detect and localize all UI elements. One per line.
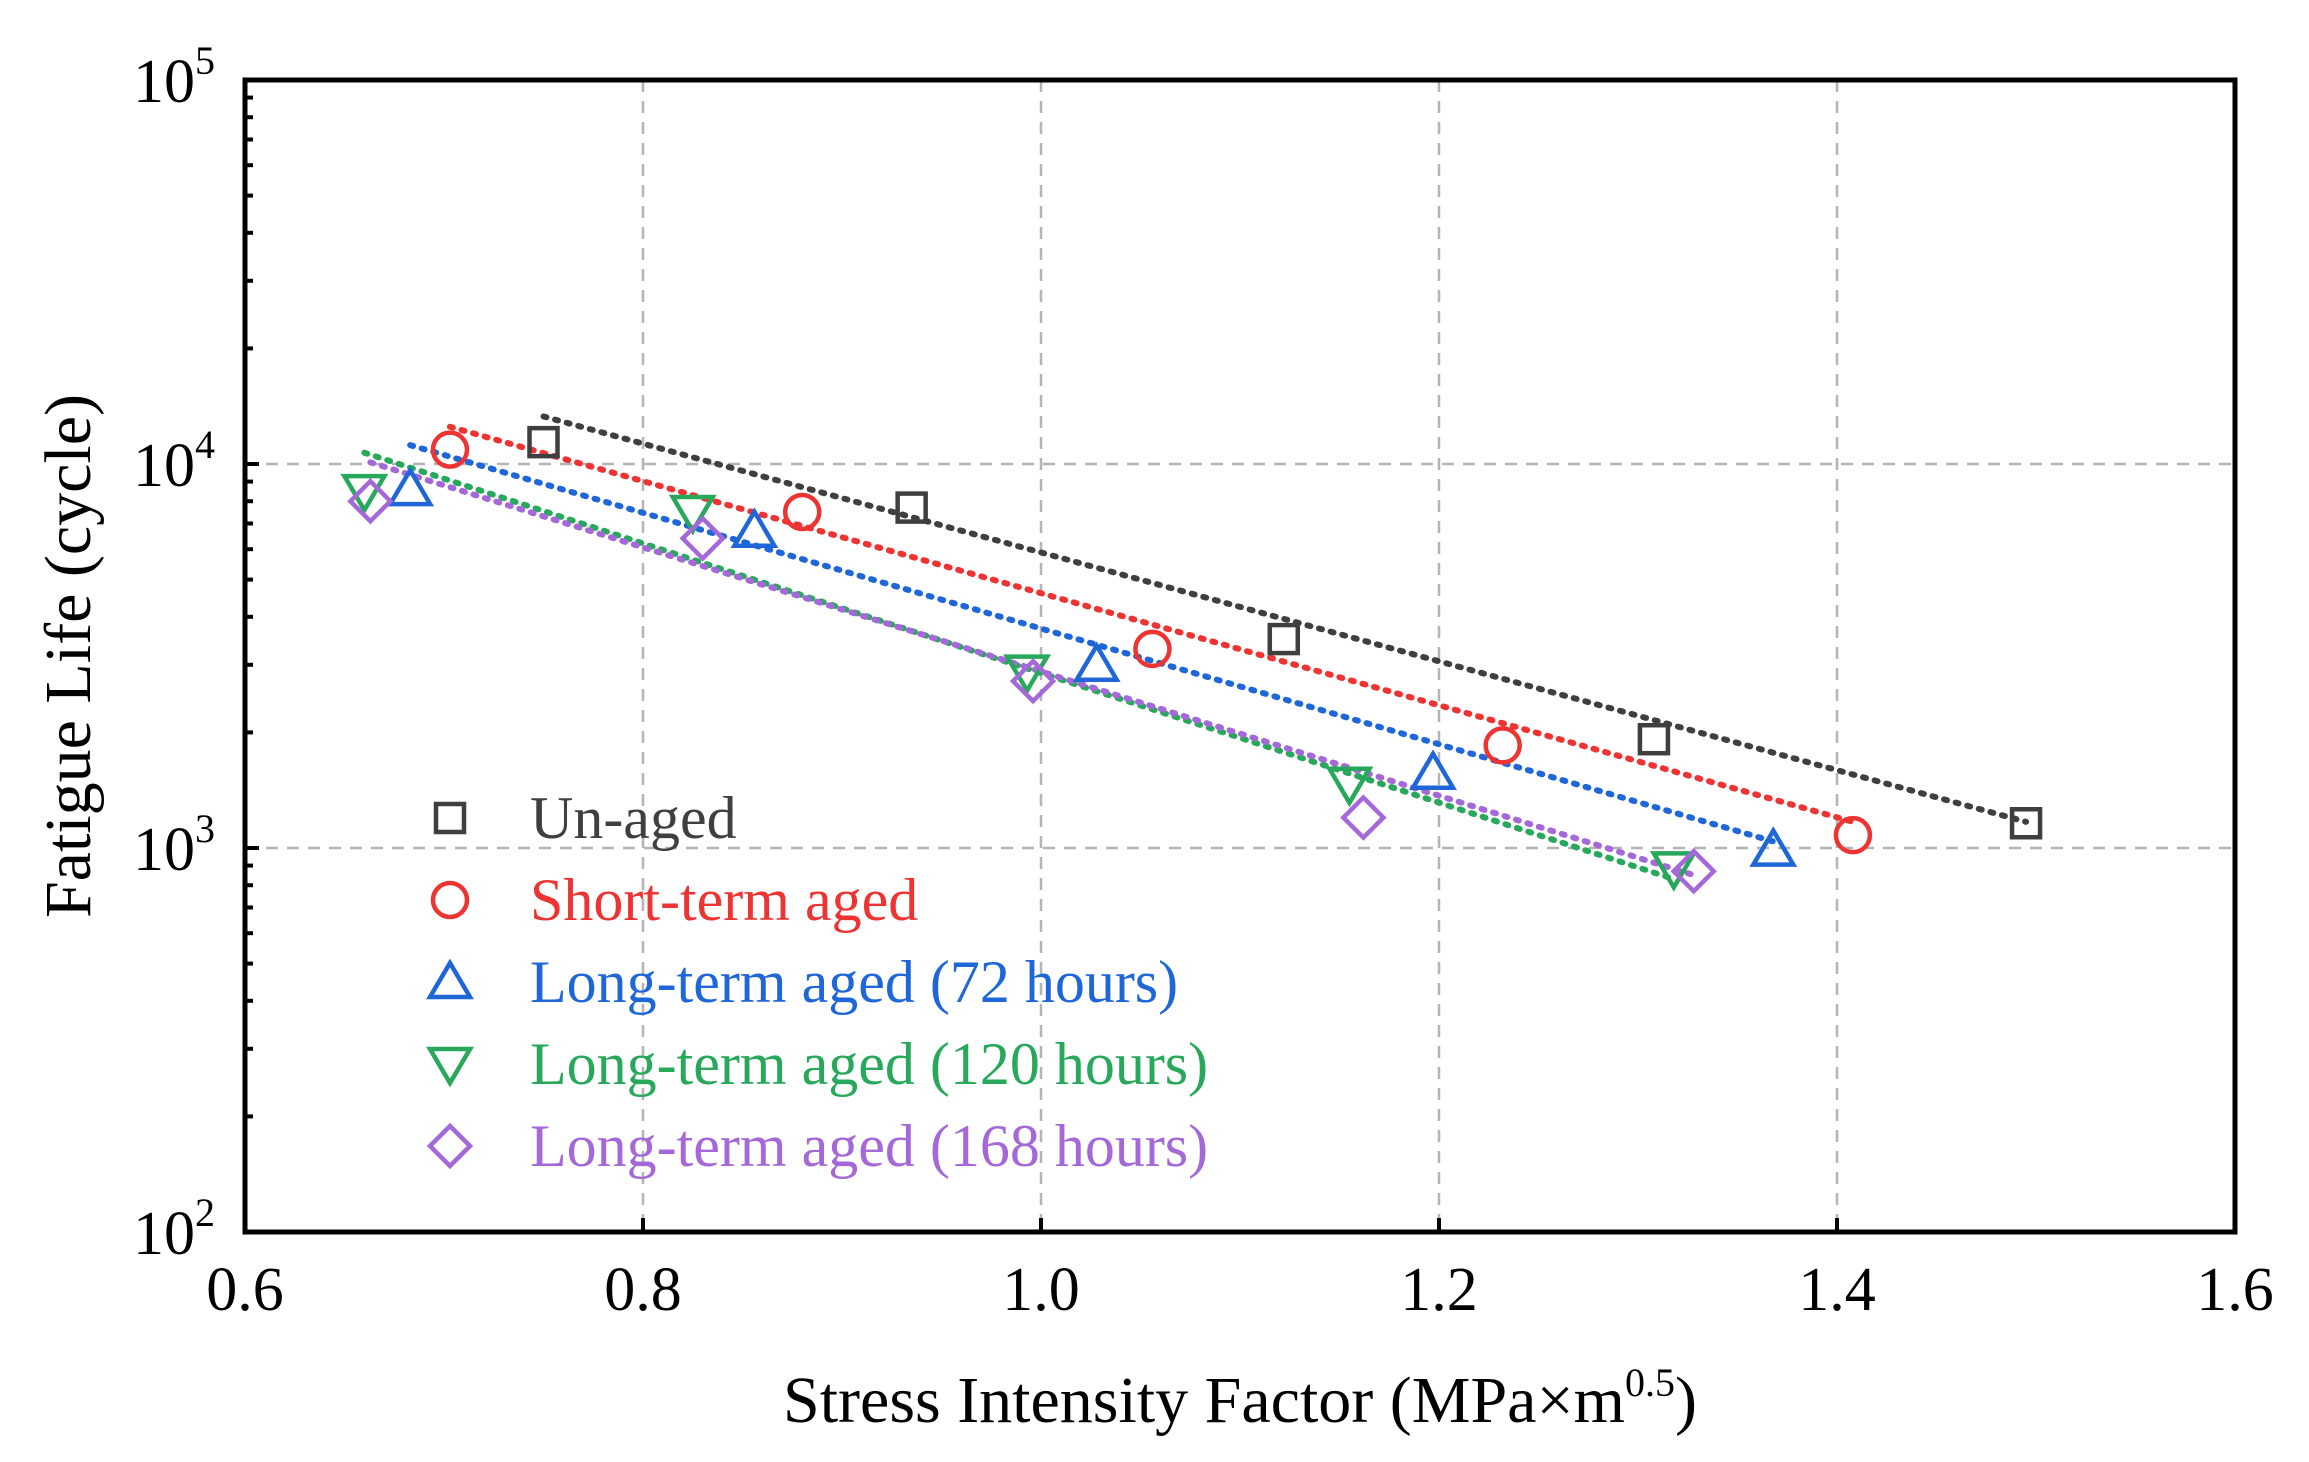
trend-lines xyxy=(361,413,2030,883)
y-tick-exponent: 5 xyxy=(195,38,215,83)
legend-label: Long-term aged (168 hours) xyxy=(530,1113,1208,1179)
trend-line-series-4 xyxy=(361,449,1677,883)
y-tick-label: 103 xyxy=(133,806,215,884)
y-tick-exponent: 4 xyxy=(195,422,215,467)
y-tick-label: 104 xyxy=(133,422,215,500)
y-tick-exponent: 2 xyxy=(195,1190,215,1235)
trend-line-series-3 xyxy=(407,442,1777,845)
data-point-series-2 xyxy=(1133,629,1172,669)
legend-label: Un-aged xyxy=(530,785,737,851)
trend-line-series-1 xyxy=(540,413,2030,825)
legend-label: Long-term aged (72 hours) xyxy=(530,949,1178,1015)
data-point-series-4 xyxy=(1649,851,1698,892)
data-point-series-5 xyxy=(347,478,394,525)
data-point-series-1 xyxy=(1637,722,1671,756)
y-tick-label: 102 xyxy=(133,1190,215,1268)
x-tick-label: 1.2 xyxy=(1400,1256,1478,1324)
data-markers xyxy=(340,425,2043,895)
data-point-series-2 xyxy=(1833,815,1873,855)
x-axis-label: Stress Intensity Factor (MPa×m0.5) xyxy=(783,1360,1697,1437)
plot-frame xyxy=(242,77,2238,1235)
y-tick-base: 10 xyxy=(133,1200,195,1268)
y-tick-label: 105 xyxy=(133,38,215,116)
data-point-series-5 xyxy=(1670,848,1717,895)
data-point-series-3 xyxy=(1749,826,1798,867)
x-tick-label: 0.8 xyxy=(604,1256,682,1324)
legend-marker-4 xyxy=(426,1046,474,1088)
data-point-series-2 xyxy=(782,492,822,532)
data-point-series-3 xyxy=(730,507,779,549)
x-tick-label: 1.0 xyxy=(1002,1256,1080,1324)
data-point-series-5 xyxy=(679,515,726,562)
data-point-series-1 xyxy=(2009,806,2043,840)
data-point-series-5 xyxy=(1009,657,1057,705)
data-point-series-3 xyxy=(1072,641,1121,683)
x-tick-label: 0.6 xyxy=(206,1256,284,1324)
y-tick-exponent: 3 xyxy=(195,806,215,851)
data-point-series-1 xyxy=(1267,622,1301,656)
legend-marker-5 xyxy=(426,1122,474,1170)
data-point-series-4 xyxy=(1003,654,1052,696)
x-axis-label-exponent: 0.5 xyxy=(1625,1360,1675,1405)
y-tick-base: 10 xyxy=(133,48,195,116)
y-tick-base: 10 xyxy=(133,816,195,884)
legend-marker-1 xyxy=(433,801,467,835)
data-point-series-5 xyxy=(1340,794,1387,841)
trend-line-series-2 xyxy=(446,423,1856,825)
legend-label: Long-term aged (120 hours) xyxy=(530,1031,1208,1097)
data-point-series-2 xyxy=(1483,726,1522,765)
trend-line-series-5 xyxy=(367,459,1697,879)
data-point-series-3 xyxy=(386,465,435,507)
y-axis-label: Fatigue Life (cycle) xyxy=(32,394,105,918)
legend-marker-3 xyxy=(426,958,474,1000)
x-tick-label: 1.6 xyxy=(2196,1256,2274,1324)
legend-marker-2 xyxy=(430,880,470,920)
data-point-series-3 xyxy=(1409,749,1457,791)
legend: Un-aged Short-term aged Long-term aged (72… xyxy=(426,785,1208,1179)
data-point-series-2 xyxy=(430,430,470,469)
data-point-series-4 xyxy=(1325,766,1374,808)
data-point-series-4 xyxy=(340,473,389,515)
data-point-series-1 xyxy=(527,425,560,459)
legend-label: Short-term aged xyxy=(530,867,918,933)
y-tick-base: 10 xyxy=(133,432,195,500)
x-tick-label: 1.4 xyxy=(1798,1256,1876,1324)
data-point-series-4 xyxy=(668,494,717,536)
data-point-series-1 xyxy=(895,491,928,524)
